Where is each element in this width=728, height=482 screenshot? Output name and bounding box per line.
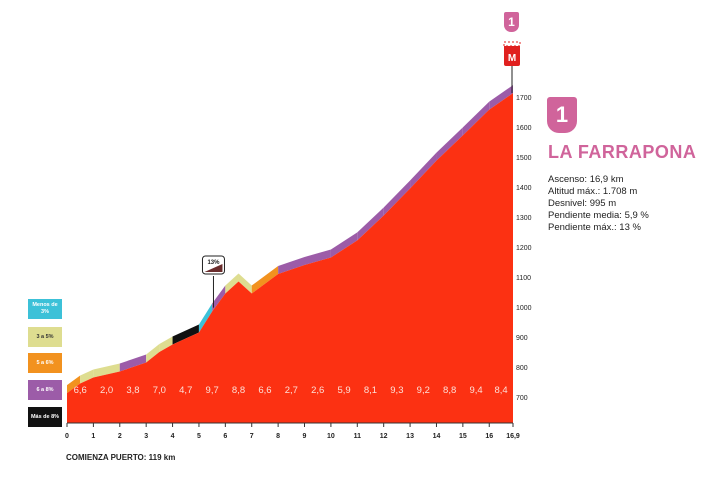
x-tick-label: 14 (433, 433, 441, 440)
info-max-altitude: Altitud máx.: 1.708 m (548, 186, 638, 197)
y-axis: 700 800 900 1000 1100 1200 1300 1400 1500 1600 170… (516, 95, 532, 402)
gradient-band (225, 273, 239, 294)
x-tick-label: 6 (223, 433, 227, 440)
x-tick-label: 13 (406, 433, 414, 440)
x-tick-label: 15 (459, 433, 467, 440)
y-tick-label: 900 (516, 335, 528, 342)
gradient-band (251, 266, 279, 294)
y-tick-label: 1300 (516, 215, 532, 222)
x-axis: 0 1 2 3 4 5 6 7 8 9 10 11 12 13 14 15 16 16,9 (65, 422, 520, 440)
gradient-label: 2,6 (311, 385, 324, 396)
x-tick-label: 12 (380, 433, 388, 440)
slope-icon (204, 264, 223, 272)
y-tick-label: 700 (516, 395, 528, 402)
gradient-label: 8,1 (364, 385, 377, 396)
max-gradient-marker: 13% (201, 255, 225, 308)
finish-marker: M (503, 41, 521, 94)
y-tick-label: 1600 (516, 125, 532, 132)
gradient-label: 2,7 (285, 385, 298, 396)
gradient-labels: 6,6 2,0 3,8 7,0 4,7 9,7 8,8 6,6 2,7 2,6 5,9 8,1 9,3 9… (74, 385, 508, 396)
gradient-band (119, 354, 147, 372)
category-badge: 1 (547, 97, 577, 133)
gradient-label: 7,0 (153, 385, 166, 396)
x-tick-label: 3 (144, 433, 148, 440)
gradient-band (146, 344, 160, 363)
y-tick-label: 1700 (516, 95, 532, 102)
gradient-band (278, 257, 305, 274)
gradient-bands (67, 85, 513, 394)
x-tick-label: 16,9 (506, 433, 520, 440)
start-label: COMIENZA PUERTO: 119 km (66, 453, 176, 462)
category-badge-top: 1 (504, 12, 519, 32)
info-ascent: Ascenso: 16,9 km (548, 174, 624, 185)
info-average-gradient: Pendiente media: 5,9 % (548, 210, 649, 221)
gradient-band (80, 369, 94, 384)
gradient-band (330, 232, 358, 258)
x-tick-label: 5 (197, 433, 201, 440)
gradient-band (489, 85, 513, 110)
gradient-band (238, 273, 252, 294)
gradient-label: 4,7 (179, 385, 192, 396)
y-tick-label: 1100 (516, 275, 531, 282)
gradient-label: 9,3 (390, 385, 403, 396)
gradient-band (172, 324, 199, 345)
gradient-label: 8,8 (232, 385, 245, 396)
gradient-band (67, 375, 81, 394)
gradient-label: 9,7 (206, 385, 219, 396)
y-tick-label: 800 (516, 365, 528, 372)
gradient-band (304, 249, 331, 265)
gradient-band (198, 303, 213, 333)
castle-icon (503, 41, 521, 47)
x-tick-label: 9 (303, 433, 307, 440)
legend-item: Más de 8% (28, 407, 62, 427)
climb-title: LA FARRAPONA (548, 142, 697, 162)
gradient-band (159, 336, 173, 352)
legend-item: Menos de 3% (28, 299, 62, 319)
gradient-label: 6,6 (258, 385, 271, 396)
x-tick-label: 11 (354, 433, 362, 440)
gradient-band (383, 180, 411, 216)
x-tick-label: 2 (118, 433, 122, 440)
gradient-label: 9,2 (417, 385, 430, 396)
x-tick-label: 10 (327, 433, 335, 440)
x-tick-label: 8 (276, 433, 280, 440)
gradient-band (212, 285, 226, 312)
x-tick-label: 4 (171, 433, 175, 440)
x-tick-label: 7 (250, 433, 254, 440)
gradient-label: 3,8 (126, 385, 139, 396)
max-gradient-label: 13% (207, 260, 220, 266)
gradient-label: 2,0 (100, 385, 113, 396)
info-elevation-gain: Desnivel: 995 m (548, 198, 617, 209)
y-tick-label: 1000 (516, 305, 532, 312)
elevation-area (67, 93, 513, 423)
legend-item: 5 a 6% (28, 353, 62, 373)
x-tick-label: 1 (91, 433, 95, 440)
y-tick-label: 1400 (516, 185, 532, 192)
gradient-label: 8,4 (495, 385, 508, 396)
finish-marker-label: M (508, 53, 516, 64)
gradient-label: 9,4 (469, 385, 482, 396)
gradient-band (93, 363, 120, 378)
gradient-band (462, 101, 490, 136)
gradient-band (410, 152, 437, 189)
gradient-band (357, 207, 384, 241)
y-tick-label: 1500 (516, 155, 532, 162)
info-max-gradient: Pendiente máx.: 13 % (548, 222, 641, 233)
x-tick-label: 16 (485, 433, 493, 440)
gradient-label: 8,8 (443, 385, 456, 396)
gradient-label: 5,9 (337, 385, 350, 396)
legend-item: 3 a 5% (28, 327, 62, 347)
gradient-label: 6,6 (74, 385, 87, 396)
x-tick-label: 0 (65, 433, 69, 440)
gradient-band (436, 127, 463, 161)
legend-item: 6 a 8% (28, 380, 62, 400)
finish-marker-box (504, 42, 520, 66)
y-tick-label: 1200 (516, 245, 532, 252)
